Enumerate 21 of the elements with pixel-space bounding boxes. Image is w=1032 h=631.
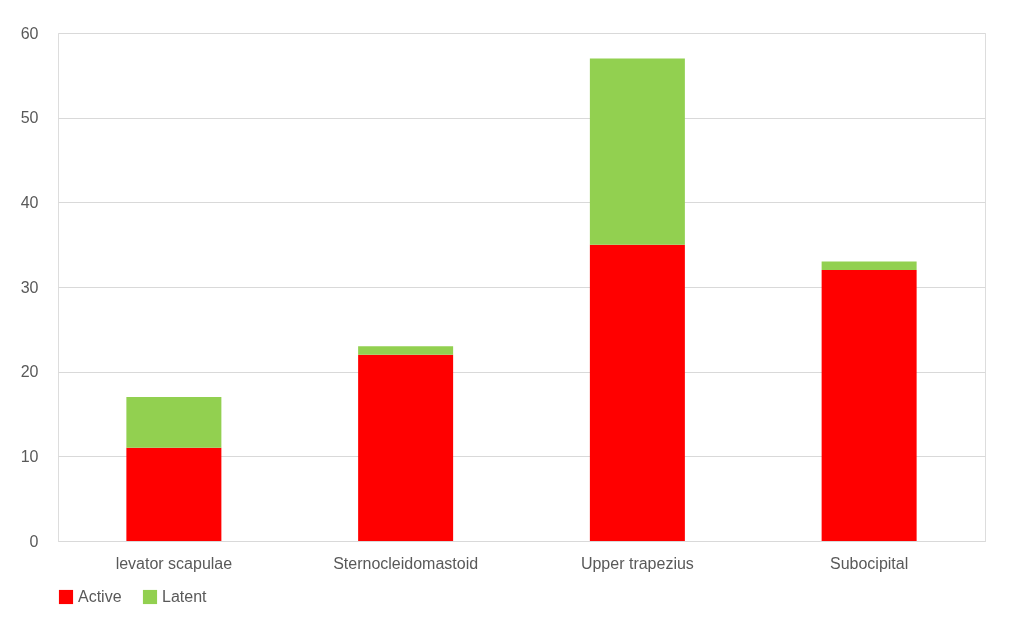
bar	[821, 261, 917, 271]
y-tick-label: 10	[20, 447, 39, 465]
bar	[126, 447, 222, 541]
bar	[589, 244, 685, 541]
y-tick-label: 0	[29, 532, 39, 550]
legend-label: Active	[78, 588, 122, 605]
bar	[589, 58, 685, 245]
bar	[821, 270, 917, 541]
legend-label: Latent	[162, 588, 208, 605]
y-tick-label: 50	[20, 109, 39, 127]
y-tick-label: 60	[20, 24, 39, 42]
y-tick-label: 40	[20, 193, 39, 211]
x-tick-label: Sternocleidomastoid	[333, 554, 479, 572]
x-tick-label: levator scapulae	[115, 554, 233, 572]
x-tick-label: Upper trapezius	[580, 554, 694, 572]
x-tick-label: Subocipital	[829, 554, 909, 572]
y-tick-label: 30	[20, 278, 39, 296]
bar	[358, 346, 454, 355]
bar	[358, 354, 454, 541]
bar	[126, 397, 222, 448]
y-tick-label: 20	[20, 363, 39, 381]
